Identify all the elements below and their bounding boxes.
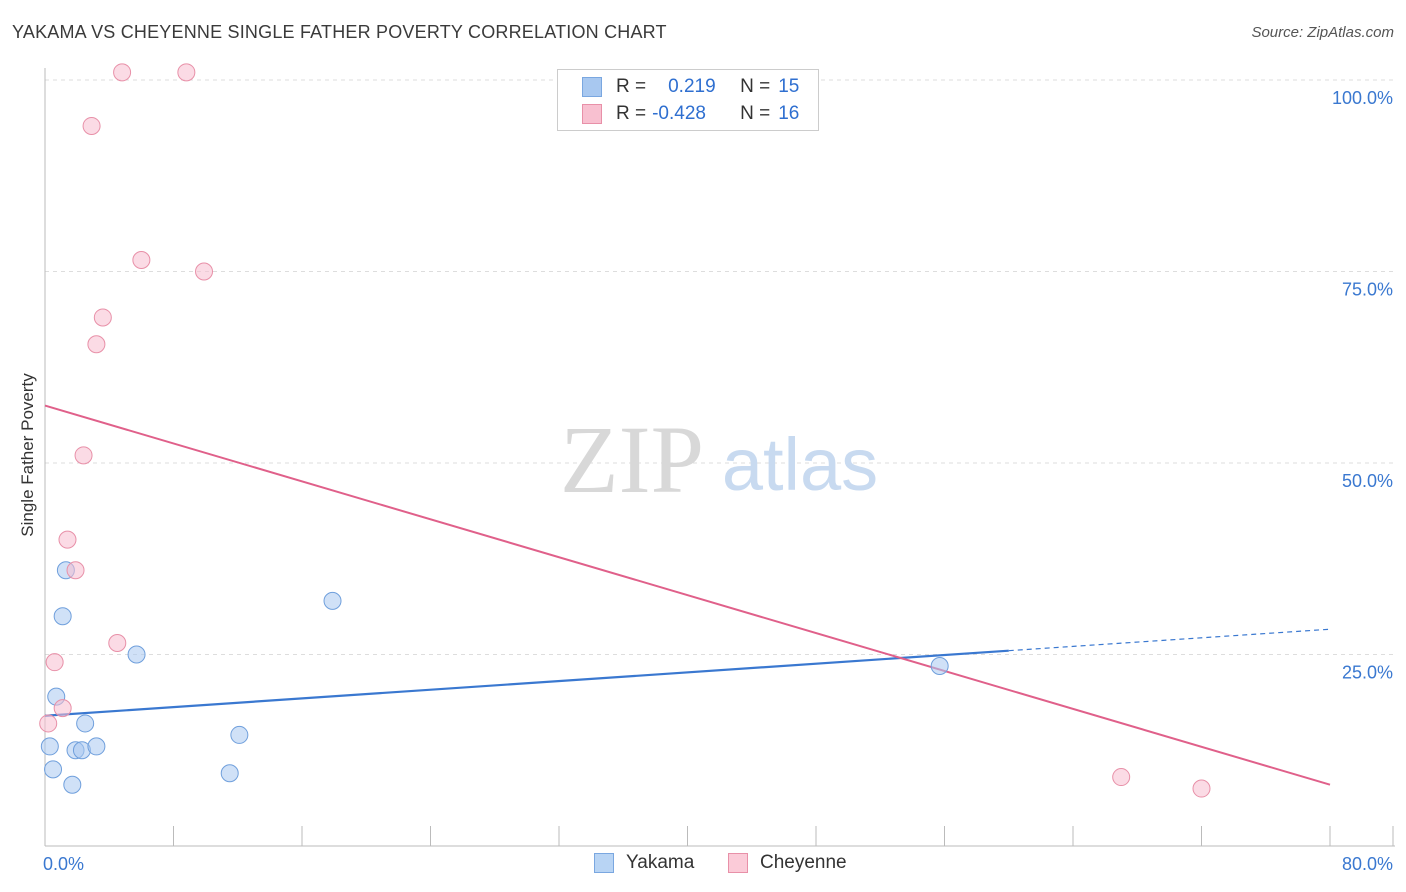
cheyenne-swatch xyxy=(582,104,602,124)
y-tick-label: 50.0% xyxy=(1342,471,1393,491)
cheyenne-point xyxy=(53,699,72,718)
chart-title: YAKAMA VS CHEYENNE SINGLE FATHER POVERTY… xyxy=(12,22,667,42)
y-tick-label: 100.0% xyxy=(1332,88,1393,108)
cheyenne-point xyxy=(195,262,214,281)
cheyenne-point xyxy=(87,335,106,354)
legend-item-yakama[interactable]: Yakama xyxy=(594,852,694,874)
x-tick-label-max: 80.0% xyxy=(1342,854,1393,874)
trend-lines xyxy=(44,404,1331,786)
yakama-point xyxy=(220,764,239,783)
cheyenne-point xyxy=(113,63,132,82)
trend-line-yakama-extension xyxy=(1008,628,1331,652)
cheyenne-point xyxy=(177,63,196,82)
yakama-point xyxy=(40,737,59,756)
cheyenne-legend-swatch xyxy=(728,853,748,873)
r-value: -0.428 xyxy=(652,103,706,124)
series-legend: Yakama Cheyenne xyxy=(0,852,1406,878)
watermark-atlas: atlas xyxy=(722,423,878,506)
legend-label-yakama: Yakama xyxy=(626,852,695,873)
cheyenne-point xyxy=(1112,768,1131,787)
tick-labels: 25.0% 50.0% 75.0% 100.0% 0.0% 80.0% xyxy=(43,88,1393,874)
cheyenne-point xyxy=(93,308,112,327)
yakama-point xyxy=(44,760,63,779)
cheyenne-point xyxy=(58,530,77,549)
n-value: 16 xyxy=(778,103,800,124)
watermark: ZIP atlas xyxy=(560,406,878,513)
cheyenne-point xyxy=(82,116,101,135)
yakama-point xyxy=(930,656,949,675)
yakama-point xyxy=(53,607,72,626)
cheyenne-point xyxy=(1192,779,1211,798)
yakama-point xyxy=(323,591,342,610)
y-axis-label: Single Father Poverty xyxy=(18,373,37,537)
yakama-legend-swatch xyxy=(594,853,614,873)
cheyenne-point xyxy=(108,634,127,653)
r-label: R = xyxy=(616,103,647,124)
trend-line-yakama xyxy=(44,649,1009,717)
x-tick-label-min: 0.0% xyxy=(43,854,84,874)
r-value: 0.219 xyxy=(668,76,716,97)
cheyenne-point xyxy=(66,561,85,580)
n-label: N = xyxy=(740,103,771,124)
stats-row-yakama: R = 0.219 N = 15 xyxy=(558,75,799,99)
yakama-point xyxy=(230,725,249,744)
y-tick-label: 25.0% xyxy=(1342,663,1393,683)
watermark-zip: ZIP xyxy=(560,406,704,513)
axes xyxy=(44,68,1395,847)
n-value: 15 xyxy=(778,76,800,97)
stats-row-cheyenne: R = -0.428 N = 16 xyxy=(558,102,799,126)
yakama-point xyxy=(76,714,95,733)
source-label: Source: ZipAtlas.com xyxy=(1251,24,1394,41)
data-points xyxy=(39,63,1211,798)
yakama-swatch xyxy=(582,77,602,97)
r-label: R = xyxy=(616,76,647,97)
cheyenne-point xyxy=(45,653,64,672)
cheyenne-point xyxy=(39,714,58,733)
stats-legend: R = 0.219 N = 15 R = -0.428 N = 16 xyxy=(557,69,819,131)
legend-label-cheyenne: Cheyenne xyxy=(760,852,847,873)
legend-item-cheyenne[interactable]: Cheyenne xyxy=(728,852,847,874)
yakama-point xyxy=(87,737,106,756)
gridlines xyxy=(45,79,1395,655)
yakama-point xyxy=(63,775,82,794)
trend-line-cheyenne xyxy=(44,404,1331,786)
y-tick-label: 75.0% xyxy=(1342,280,1393,300)
cheyenne-point xyxy=(74,446,93,465)
cheyenne-point xyxy=(132,251,151,270)
yakama-point xyxy=(127,645,146,664)
n-label: N = xyxy=(740,76,771,97)
